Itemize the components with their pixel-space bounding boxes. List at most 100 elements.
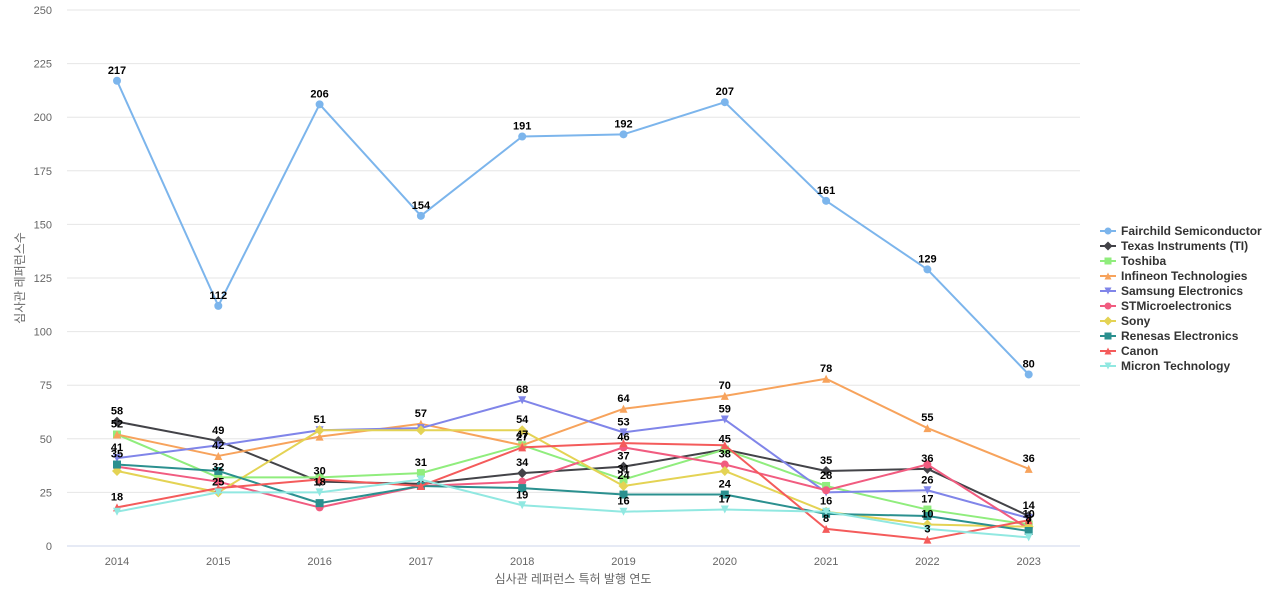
y-tick-label: 100 [34,327,52,339]
data-label: 41 [111,442,123,454]
data-label: 35 [111,449,123,461]
data-point [214,473,223,482]
data-point [113,460,121,469]
data-point [923,265,932,274]
data-point [619,439,628,448]
series-line [116,80,1030,376]
legend-label: Renesas Electronics [1121,329,1239,343]
data-point [315,499,324,508]
y-tick-label: 50 [40,434,52,446]
data-point [822,507,831,516]
data-label: 24 [617,470,630,482]
x-axis-title: 심사관 레퍼런스 특허 발행 연도 [495,571,652,586]
data-point [923,505,932,514]
legend-item[interactable]: Renesas Electronics [1100,329,1239,343]
data-point [214,488,223,497]
data-label: 19 [516,489,528,501]
data-point [720,445,729,454]
data-point [113,454,121,463]
legend-item[interactable]: Toshiba [1100,254,1166,268]
y-tick-label: 250 [34,5,52,17]
gridlines [67,9,1080,493]
data-point [619,130,628,139]
data-label: 32 [212,461,224,473]
data-point [416,481,425,490]
series-9 [113,475,1033,542]
legend-item[interactable]: Infineon Technologies [1100,269,1248,283]
series-line [116,399,1029,520]
legend-item[interactable]: Samsung Electronics [1100,284,1243,298]
data-label: 8 [1026,513,1032,525]
data-label: 217 [108,65,126,77]
legend-item[interactable]: Fairchild Semiconductor [1100,224,1262,238]
legend-symbol [1104,332,1112,340]
data-point [923,460,932,469]
data-label: 112 [209,290,227,302]
legend-item[interactable]: Canon [1100,344,1158,358]
data-point [822,524,831,533]
series-line [116,377,1030,470]
data-point [720,441,729,450]
data-label: 31 [617,464,629,476]
data-point [618,461,629,472]
data-label: 58 [111,406,123,418]
data-point [518,484,527,493]
series-line [116,442,1029,541]
data-point [619,404,628,413]
data-label: 36 [921,453,933,465]
data-label: 7 [1026,515,1032,527]
data-point [214,477,223,486]
legend-symbol [1104,347,1112,355]
data-label: 80 [1023,358,1035,370]
data-label: 54 [516,414,529,426]
y-tick-label: 25 [40,487,52,499]
legend-label: Samsung Electronics [1121,284,1243,298]
legend-symbol [1104,257,1112,265]
data-point [314,425,325,436]
data-label: 25 [212,476,224,488]
legend-label: Micron Technology [1121,359,1230,373]
data-label: 17 [719,494,731,506]
x-axis-ticks: 2014 2015 2016 2017 2018 2019 2020 2021 2022 2023 [105,556,1041,568]
series-0 [113,76,1033,379]
data-label: 16 [820,496,832,508]
data-point [720,415,729,424]
data-label: 191 [513,120,531,132]
data-point [619,428,628,437]
data-label: 42 [212,440,224,452]
data-point [618,480,629,491]
data-point [518,132,527,141]
data-point [822,374,831,383]
data-label: 8 [823,513,829,525]
data-label: 3 [924,524,930,536]
data-point [720,98,729,107]
data-point [416,469,425,478]
data-point [1024,516,1033,525]
legend-item[interactable]: STMicroelectronics [1100,299,1232,313]
y-tick-label: 200 [34,112,52,124]
x-tick-label: 2014 [105,556,129,568]
data-label: 129 [918,253,936,265]
data-point [113,430,121,439]
data-point [518,396,527,405]
data-label: 55 [921,412,933,424]
data-label: 70 [719,380,731,392]
data-point [315,488,324,497]
legend-item[interactable]: Sony [1100,314,1151,328]
legend-label: Canon [1121,344,1158,358]
legend-item[interactable]: Texas Instruments (TI) [1100,239,1248,253]
data-label: 14 [1023,500,1036,512]
data-label: 51 [313,414,325,426]
data-point [416,475,425,484]
legend-symbol [1104,302,1112,310]
data-label: 47 [516,429,528,441]
legend-label: Toshiba [1121,254,1166,268]
legend-item[interactable]: Micron Technology [1100,359,1230,373]
legend-symbol [1104,227,1112,235]
data-point [315,100,324,109]
data-label: 49 [212,425,224,437]
